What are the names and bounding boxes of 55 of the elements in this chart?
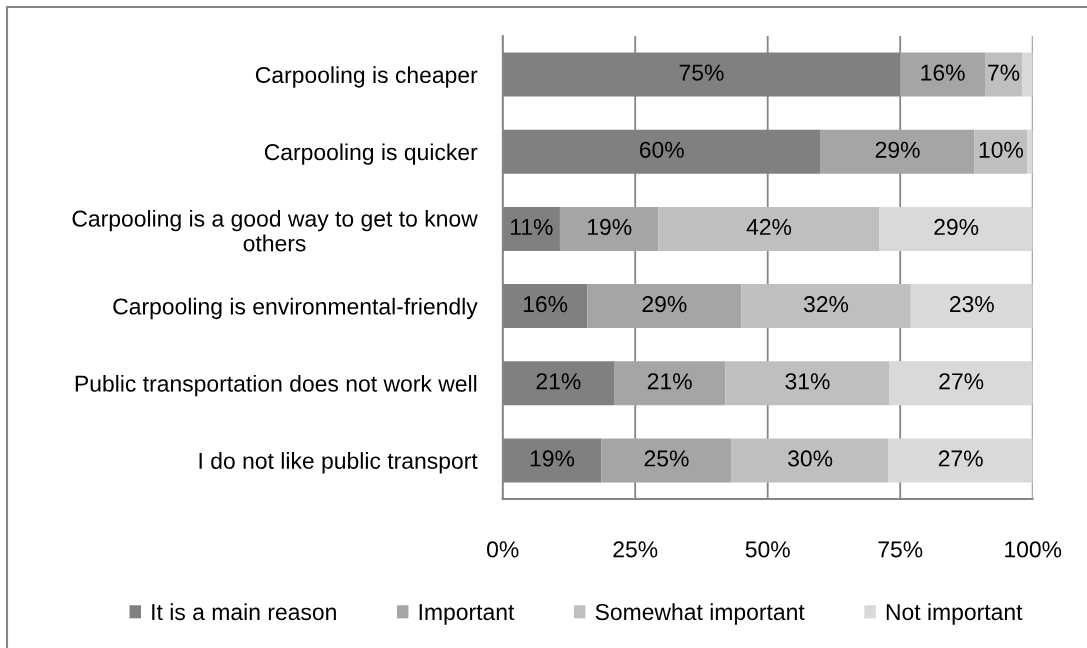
bar [614,361,726,406]
bar [879,206,1033,251]
bar [725,361,890,406]
data-label: 21% [536,373,581,390]
data-label: 16% [921,64,965,81]
bar [889,361,1033,406]
bar [601,438,732,483]
data-label: 21% [647,373,692,390]
data-label: 29% [934,218,979,236]
y-tick-label: Carpooling is quicker [264,143,478,165]
data-label: 75% [679,64,724,81]
data-label: 32% [803,296,849,313]
data-label: 16% [523,296,568,313]
data-label: 19% [530,450,575,467]
y-tick-label: I do not like public transport [199,452,478,474]
data-label: 31% [785,373,830,390]
data-label: 11% [510,218,553,235]
bar [587,284,742,329]
y-tick-label: Carpooling is environmental-friendly [113,297,478,320]
y-tick-label: Carpooling is a good way to get to know others [72,209,478,252]
bar [900,52,985,97]
x-tick-label: 100% [1005,541,1062,558]
y-tick-label: Public transportation does not work well [75,374,477,397]
legend-label: Important [419,604,515,625]
bar [974,129,1028,174]
y-tick-label: Carpooling is cheaper [255,66,478,88]
bar [1022,52,1033,97]
legend-label: Somewhat important [595,603,805,625]
legend-label: It is a main reason [152,603,336,621]
bar [559,206,659,251]
data-label: 29% [875,141,920,158]
x-tick-label: 50% [745,541,790,558]
bar [820,129,975,174]
data-label: 25% [644,450,689,467]
bar [1027,129,1033,174]
data-label: 7% [988,64,1020,81]
data-label: 30% [788,450,833,467]
x-tick-label: 0% [487,541,519,558]
x-tick-label: 75% [878,541,923,558]
data-label: 29% [642,296,687,313]
bar [888,438,1033,483]
data-label: 27% [938,450,983,467]
data-label: 60% [639,141,684,158]
data-label: 42% [746,218,792,235]
bar [985,52,1023,97]
data-label: 27% [939,373,984,390]
bar [731,438,889,483]
bar [910,284,1033,329]
legend-label: Not important [886,603,1023,625]
bar [658,206,880,251]
bar [741,284,911,329]
data-label: 10% [979,141,1024,158]
x-tick-label: 25% [613,541,658,558]
data-label: 23% [949,296,994,313]
data-label: 19% [588,218,632,236]
